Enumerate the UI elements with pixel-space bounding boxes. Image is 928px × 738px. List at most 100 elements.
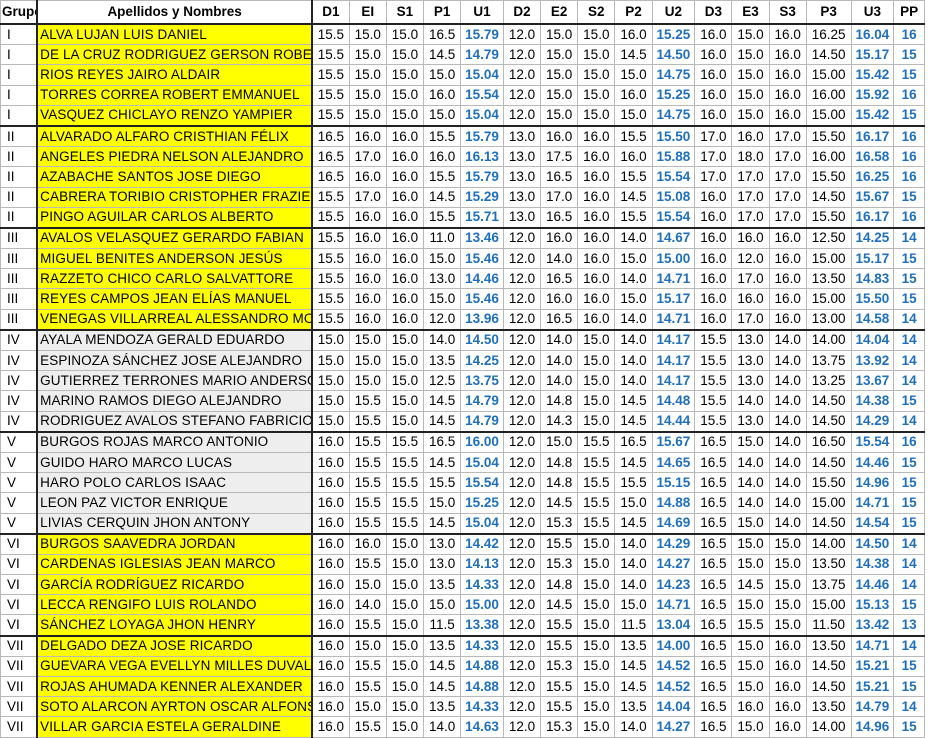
grade-cell-e3: 17.0 (731, 206, 770, 229)
grade-cell-s2: 15.0 (577, 328, 616, 351)
grade-cell-d2: 12.0 (502, 226, 542, 250)
grade-cell-pp: 15 (893, 492, 925, 514)
grade-cell-d3: 17.0 (694, 124, 733, 148)
grade-cell-e2: 15.5 (540, 696, 579, 718)
grade-cell-p3: 13.50 (805, 696, 852, 718)
grade-cell-u1: 13.96 (460, 308, 504, 331)
grade-cell-s2: 16.0 (577, 288, 616, 310)
grade-cell-s2: 15.0 (577, 84, 616, 106)
grade-cell-p1: 14.5 (423, 655, 462, 678)
grade-cell-p1: 15.0 (423, 64, 462, 86)
table-row: VII VILLAR GARCIA ESTELA GERALDINE 16.0 15.… (0, 716, 925, 738)
grade-cell-p2: 14.5 (614, 186, 653, 208)
grade-cell-e2: 16.5 (540, 268, 579, 290)
grade-cell-p3: 14.50 (805, 44, 852, 66)
table-row: II ALVARADO ALFARO CRISTHIAN FÉLIX 16.5 16.… (0, 124, 925, 148)
grade-cell-u3: 14.38 (850, 390, 895, 412)
grade-cell-s1: 15.5 (385, 492, 425, 514)
grade-cell-d1: 15.0 (311, 349, 350, 372)
grade-cell-pp: 14 (893, 370, 925, 392)
grade-cell-s1: 16.0 (385, 206, 425, 229)
grade-cell-d1: 15.5 (311, 186, 350, 208)
grade-cell-d1: 16.5 (311, 146, 350, 168)
grade-cell-u2: 15.54 (651, 206, 696, 229)
grade-cell-u3: 16.17 (850, 206, 895, 229)
grade-cell-e3: 16.0 (731, 696, 770, 718)
grade-cell-p1: 16.0 (423, 84, 462, 106)
grade-cell-d3: 16.5 (694, 594, 733, 616)
table-row: III RAZZETO CHICO CARLO SALVATTORE 15.5 16.… (0, 268, 925, 290)
grade-cell-d3: 15.5 (694, 328, 733, 351)
grade-cell-d3: 16.0 (694, 248, 733, 270)
column-header-p2: P2 (614, 0, 653, 25)
student-name-cell: DELGADO DEZA JOSE RICARDO (36, 634, 314, 657)
grade-cell-s3: 16.0 (768, 268, 807, 290)
grade-cell-s3: 15.0 (768, 553, 807, 576)
grade-cell-u2: 14.71 (651, 594, 696, 616)
grade-cell-p2: 14.5 (614, 512, 653, 535)
student-name-cell: CARDENAS IGLESIAS JEAN MARCO (36, 553, 314, 576)
grade-cell-p1: 13.5 (423, 574, 462, 596)
grade-cell-p2: 14.0 (614, 716, 653, 738)
grade-cell-s1: 15.0 (385, 614, 425, 637)
grade-cell-p2: 15.0 (614, 248, 653, 270)
grade-cell-e3: 17.0 (731, 268, 770, 290)
grupo-cell: VI (0, 614, 38, 637)
grade-cell-s1: 15.0 (385, 64, 425, 86)
grade-cell-p2: 14.5 (614, 44, 653, 66)
grupo-cell: IV (0, 328, 38, 351)
grupo-cell: V (0, 472, 38, 494)
student-name-cell: MARINO RAMOS DIEGO ALEJANDRO (36, 390, 314, 412)
grade-cell-d2: 12.0 (502, 44, 542, 66)
student-name-cell: GARCÍA RODRÍGUEZ RICARDO (36, 574, 314, 596)
grade-cell-u2: 14.27 (651, 553, 696, 576)
grade-cell-d2: 12.0 (502, 349, 542, 372)
column-header-e2: E2 (540, 0, 579, 25)
grade-cell-u1: 15.04 (460, 104, 504, 127)
grade-cell-u2: 15.25 (651, 84, 696, 106)
grade-cell-e3: 15.0 (731, 23, 770, 46)
table-row: III REYES CAMPOS JEAN ELÍAS MANUEL 15.5 16.… (0, 288, 925, 310)
student-name-cell: RODRIGUEZ AVALOS STEFANO FABRICIO (36, 410, 314, 433)
grade-cell-e3: 14.0 (731, 492, 770, 514)
grade-cell-u3: 14.25 (850, 226, 895, 250)
grade-cell-u1: 15.71 (460, 206, 504, 229)
grade-cell-u2: 14.88 (651, 492, 696, 514)
grade-cell-e2: 14.0 (540, 248, 579, 270)
grade-cell-e3: 16.0 (731, 288, 770, 310)
grade-cell-s3: 14.0 (768, 451, 807, 474)
grade-cell-s2: 15.5 (577, 451, 616, 474)
grade-cell-p2: 15.0 (614, 492, 653, 514)
grade-cell-pp: 15 (893, 390, 925, 412)
grade-cell-s1: 15.0 (385, 390, 425, 412)
grade-cell-p3: 16.00 (805, 84, 852, 106)
grade-cell-d1: 15.5 (311, 268, 350, 290)
grade-cell-d1: 15.0 (311, 410, 350, 433)
grade-cell-s2: 16.0 (577, 186, 616, 208)
grade-cell-u1: 14.79 (460, 44, 504, 66)
grade-cell-p2: 14.5 (614, 675, 653, 698)
grade-cell-p1: 14.5 (423, 186, 462, 208)
grade-cell-pp: 16 (893, 206, 925, 229)
grade-cell-p1: 14.0 (423, 716, 462, 738)
grade-cell-s3: 14.0 (768, 349, 807, 372)
grade-cell-u3: 15.42 (850, 104, 895, 127)
grade-cell-u1: 15.46 (460, 248, 504, 270)
grade-cell-p3: 13.75 (805, 349, 852, 372)
grade-cell-d3: 16.0 (694, 308, 733, 331)
student-name-cell: CABRERA TORIBIO CRISTOPHER FRAZIER (36, 186, 314, 208)
grade-cell-u3: 15.50 (850, 288, 895, 310)
grade-cell-s2: 16.0 (577, 166, 616, 188)
grade-cell-d1: 16.0 (311, 716, 350, 738)
grade-cell-u3: 14.54 (850, 512, 895, 535)
grade-cell-ei: 15.0 (348, 84, 387, 106)
grade-cell-e3: 14.0 (731, 390, 770, 412)
grade-cell-d3: 16.0 (694, 288, 733, 310)
grade-cell-p3: 15.50 (805, 472, 852, 494)
grade-cell-u1: 15.46 (460, 288, 504, 310)
grade-cell-e2: 15.0 (540, 430, 579, 453)
grade-cell-u1: 15.54 (460, 84, 504, 106)
grade-cell-p2: 14.0 (614, 308, 653, 331)
grade-cell-d2: 12.0 (502, 553, 542, 576)
